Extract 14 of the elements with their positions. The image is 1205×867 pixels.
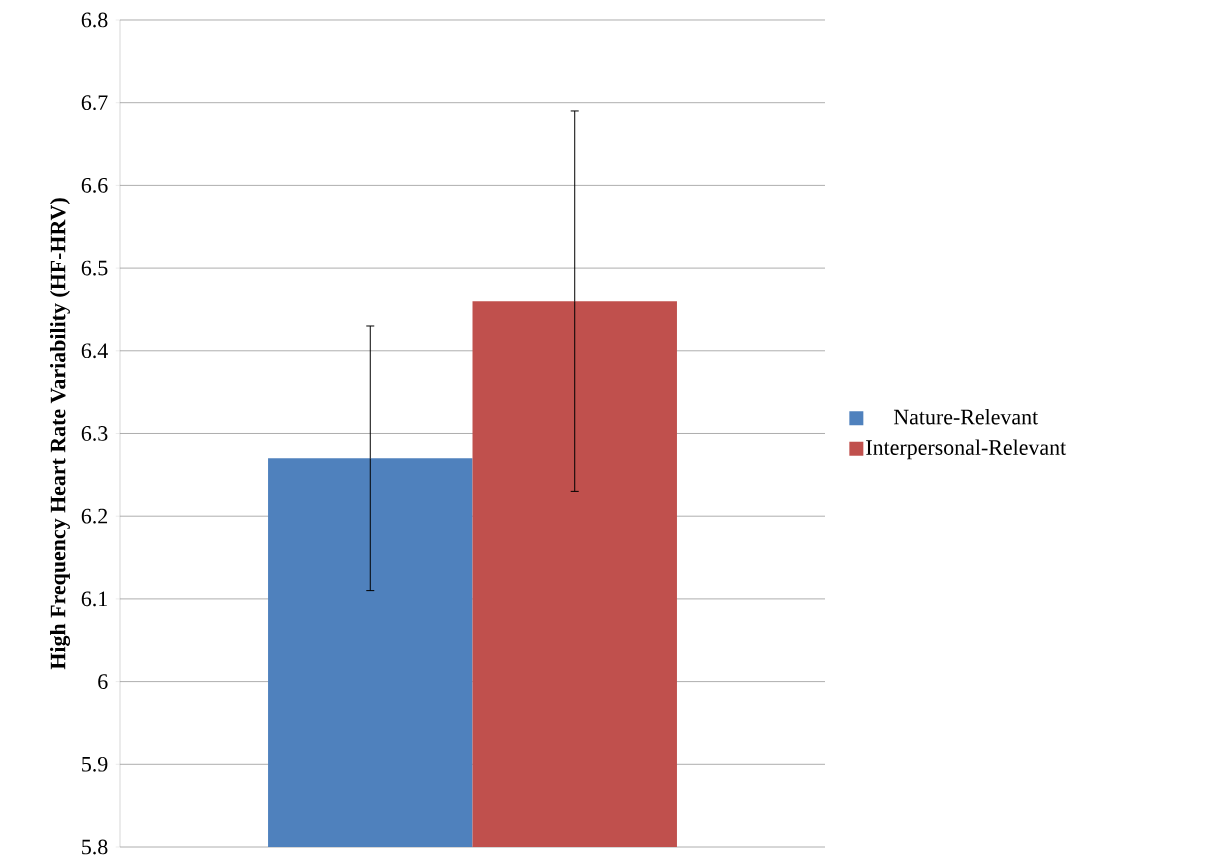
y-tick-label: 6.6: [81, 177, 108, 193]
legend-label: Nature-Relevant: [893, 409, 1039, 425]
y-tick-label: 5.8: [82, 839, 108, 855]
y-tick-label: 6.5: [81, 260, 108, 276]
legend-label: Interpersonal-Relevant: [866, 439, 1067, 460]
y-tick-label: 6.7: [81, 95, 108, 111]
y-tick-label: 6.8: [81, 12, 108, 28]
y-axis-title: High Frequency Heart Rate Variability (HF-HRV): [50, 198, 71, 670]
y-tick-label: 6.1: [81, 591, 107, 607]
y-tick-label: 6.2: [81, 508, 108, 524]
y-tick-label: 6.3: [81, 426, 108, 441]
y-tick-label: 6.4: [81, 343, 108, 359]
y-tick-label: 6: [98, 674, 108, 689]
y-tick-label: 5.9: [82, 756, 108, 772]
